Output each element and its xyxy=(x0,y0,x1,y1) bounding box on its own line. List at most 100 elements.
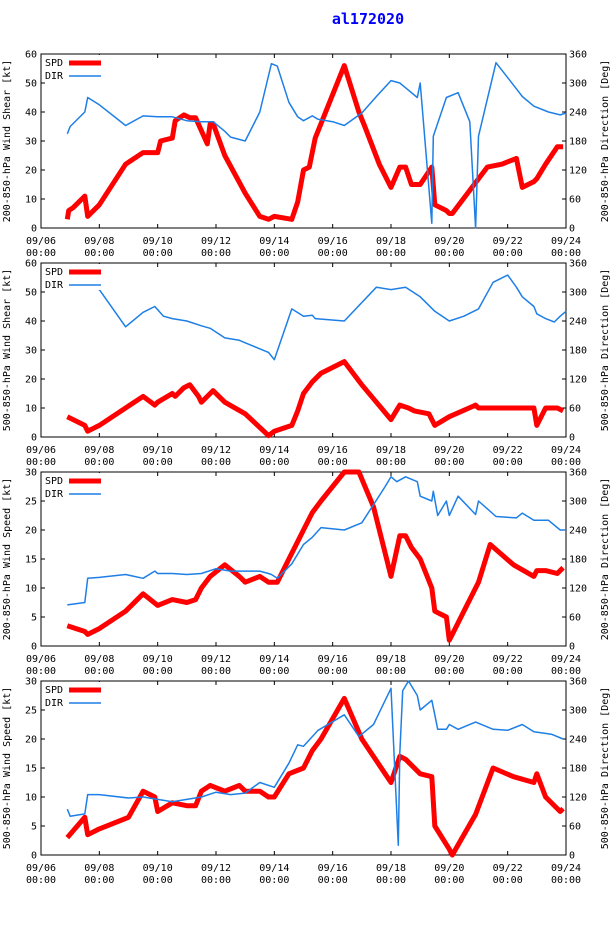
y2-tick-label: 60 xyxy=(569,404,581,415)
y-tick-label: 20 xyxy=(25,526,37,537)
x-tick-time: 00:00 xyxy=(434,457,464,468)
x-tick-time: 00:00 xyxy=(434,875,464,886)
y2-axis-label: 500-850-hPa Direction [Deg] xyxy=(600,687,611,850)
x-tick-time: 00:00 xyxy=(26,666,56,677)
x-tick-date: 09/14 xyxy=(259,236,289,247)
y-tick-label: 50 xyxy=(25,79,37,90)
x-tick-date: 09/24 xyxy=(551,445,581,456)
y2-tick-label: 60 xyxy=(569,822,581,833)
y-tick-label: 0 xyxy=(31,851,37,862)
x-tick-time: 00:00 xyxy=(26,248,56,259)
x-tick-time: 00:00 xyxy=(551,248,581,259)
x-tick-date: 09/06 xyxy=(26,236,56,247)
y2-tick-label: 0 xyxy=(569,851,575,862)
x-tick-time: 00:00 xyxy=(318,875,348,886)
y2-tick-label: 0 xyxy=(569,642,575,653)
legend-spd-label: SPD xyxy=(45,267,63,278)
x-tick-date: 09/12 xyxy=(201,236,231,247)
x-tick-time: 00:00 xyxy=(493,457,523,468)
x-tick-time: 00:00 xyxy=(376,666,406,677)
x-tick-time: 00:00 xyxy=(143,457,173,468)
x-tick-date: 09/14 xyxy=(259,445,289,456)
y-tick-label: 0 xyxy=(31,433,37,444)
x-tick-date: 09/22 xyxy=(493,863,523,874)
x-tick-date: 09/18 xyxy=(376,863,406,874)
y-tick-label: 60 xyxy=(25,259,37,270)
y-tick-label: 30 xyxy=(25,346,37,357)
panel-1-series-dir xyxy=(66,61,567,229)
y-tick-label: 20 xyxy=(25,375,37,386)
panel-4-series-dir xyxy=(66,680,564,847)
y-tick-label: 50 xyxy=(25,288,37,299)
y2-tick-label: 60 xyxy=(569,613,581,624)
x-tick-time: 00:00 xyxy=(493,248,523,259)
x-tick-date: 09/12 xyxy=(201,863,231,874)
x-tick-date: 09/16 xyxy=(318,236,348,247)
x-tick-time: 00:00 xyxy=(84,666,114,677)
x-tick-date: 09/18 xyxy=(376,236,406,247)
legend-spd-label: SPD xyxy=(45,685,63,696)
x-tick-time: 00:00 xyxy=(434,666,464,677)
x-tick-time: 00:00 xyxy=(143,875,173,886)
x-tick-date: 09/08 xyxy=(84,445,114,456)
y2-tick-label: 180 xyxy=(569,346,587,357)
y-axis-label: 200-850-hPa Wind Speed [kt] xyxy=(2,478,13,641)
x-tick-time: 00:00 xyxy=(201,666,231,677)
x-tick-date: 09/18 xyxy=(376,654,406,665)
y2-tick-label: 240 xyxy=(569,526,587,537)
y-tick-label: 20 xyxy=(25,735,37,746)
x-tick-time: 00:00 xyxy=(551,875,581,886)
panel-1-series-spd xyxy=(64,63,564,222)
panel-2-series-dir xyxy=(66,271,567,361)
x-tick-date: 09/22 xyxy=(493,236,523,247)
x-tick-time: 00:00 xyxy=(84,875,114,886)
x-tick-date: 09/22 xyxy=(493,445,523,456)
y-tick-label: 60 xyxy=(25,50,37,61)
x-tick-time: 00:00 xyxy=(376,248,406,259)
y2-tick-label: 360 xyxy=(569,677,587,688)
x-tick-time: 00:00 xyxy=(143,248,173,259)
x-tick-time: 00:00 xyxy=(259,248,289,259)
y2-tick-label: 360 xyxy=(569,259,587,270)
panel-3-series-dir xyxy=(67,476,566,606)
x-tick-date: 09/20 xyxy=(434,236,464,247)
x-tick-date: 09/12 xyxy=(201,654,231,665)
x-tick-time: 00:00 xyxy=(318,248,348,259)
y2-tick-label: 360 xyxy=(569,468,587,479)
x-tick-date: 09/16 xyxy=(318,654,348,665)
x-tick-date: 09/06 xyxy=(26,863,56,874)
x-tick-date: 09/20 xyxy=(434,863,464,874)
x-tick-date: 09/10 xyxy=(143,236,173,247)
y-axis-label: 500-850-hPa Wind Shear [kt] xyxy=(2,269,13,432)
y2-tick-label: 120 xyxy=(569,166,587,177)
y-tick-label: 20 xyxy=(25,166,37,177)
y2-tick-label: 240 xyxy=(569,317,587,328)
x-tick-date: 09/06 xyxy=(26,445,56,456)
y-tick-label: 15 xyxy=(25,555,37,566)
x-tick-date: 09/16 xyxy=(318,445,348,456)
x-tick-date: 09/18 xyxy=(376,445,406,456)
y-tick-label: 40 xyxy=(25,317,37,328)
y-tick-label: 30 xyxy=(25,137,37,148)
y2-tick-label: 240 xyxy=(569,735,587,746)
x-tick-time: 00:00 xyxy=(201,457,231,468)
x-tick-date: 09/08 xyxy=(84,863,114,874)
x-tick-time: 00:00 xyxy=(201,875,231,886)
y-tick-label: 15 xyxy=(25,764,37,775)
legend-spd-label: SPD xyxy=(45,476,63,487)
y-tick-label: 25 xyxy=(25,497,37,508)
chart-title: al172020 xyxy=(332,10,404,28)
x-tick-date: 09/14 xyxy=(259,863,289,874)
x-tick-time: 00:00 xyxy=(201,248,231,259)
x-tick-date: 09/08 xyxy=(84,654,114,665)
y2-tick-label: 60 xyxy=(569,195,581,206)
y-tick-label: 10 xyxy=(25,404,37,415)
y-tick-label: 10 xyxy=(25,584,37,595)
y-tick-label: 5 xyxy=(31,613,37,624)
x-tick-date: 09/10 xyxy=(143,863,173,874)
y-tick-label: 10 xyxy=(25,793,37,804)
x-tick-date: 09/16 xyxy=(318,863,348,874)
x-tick-time: 00:00 xyxy=(318,666,348,677)
panel-1-frame xyxy=(40,53,567,229)
